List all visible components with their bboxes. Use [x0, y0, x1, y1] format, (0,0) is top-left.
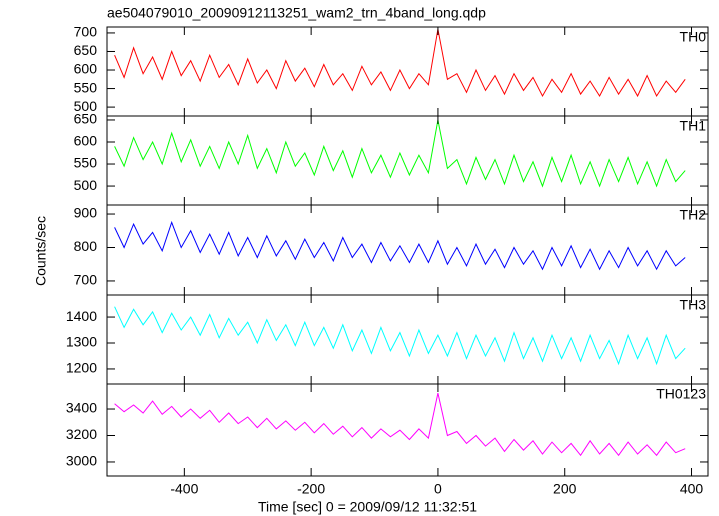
panel-frame	[106, 383, 709, 477]
y-tick-label: 3400	[66, 400, 97, 416]
data-line	[114, 29, 686, 98]
y-tick-label: 1200	[66, 360, 97, 376]
panel-frame	[106, 26, 709, 117]
y-tick-label: 700	[74, 272, 98, 288]
x-tick-label: -200	[297, 481, 325, 497]
x-tick-label: 400	[680, 481, 704, 497]
y-axis-label: Counts/sec	[33, 216, 49, 286]
data-line	[114, 119, 686, 188]
data-line	[114, 392, 686, 457]
panel-label: TH3	[680, 297, 707, 313]
y-tick-label: 900	[74, 205, 98, 221]
panel-label: TH0	[680, 29, 707, 45]
y-tick-label: 3200	[66, 426, 97, 442]
x-tick-label: 200	[553, 481, 577, 497]
y-tick-label: 700	[74, 24, 98, 40]
panel-frame	[106, 115, 709, 206]
y-tick-label: 800	[74, 238, 98, 254]
y-tick-label: 600	[74, 61, 98, 77]
x-axis-label: Time [sec] 0 = 2009/09/12 11:32:51	[258, 499, 477, 515]
y-tick-label: 600	[74, 133, 98, 149]
y-tick-label: 550	[74, 79, 98, 95]
panel-frame	[106, 204, 709, 296]
y-tick-label: 3000	[66, 453, 97, 469]
panel-label: TH1	[680, 118, 707, 134]
y-tick-label: 500	[74, 98, 98, 114]
panel-frame	[106, 294, 709, 385]
y-tick-label: 650	[74, 111, 98, 127]
x-tick-label: 0	[434, 481, 442, 497]
y-tick-label: 500	[74, 177, 98, 193]
y-tick-label: 550	[74, 155, 98, 171]
data-line	[114, 220, 686, 271]
panel-label: TH2	[680, 207, 707, 223]
data-line	[114, 306, 686, 366]
y-tick-label: 650	[74, 42, 98, 58]
chart-title: ae504079010_20090912113251_wam2_trn_4ban…	[107, 5, 486, 21]
y-tick-label: 1400	[66, 308, 97, 324]
panel-label: TH0123	[656, 386, 706, 402]
x-tick-label: -400	[170, 481, 198, 497]
y-tick-label: 1300	[66, 334, 97, 350]
